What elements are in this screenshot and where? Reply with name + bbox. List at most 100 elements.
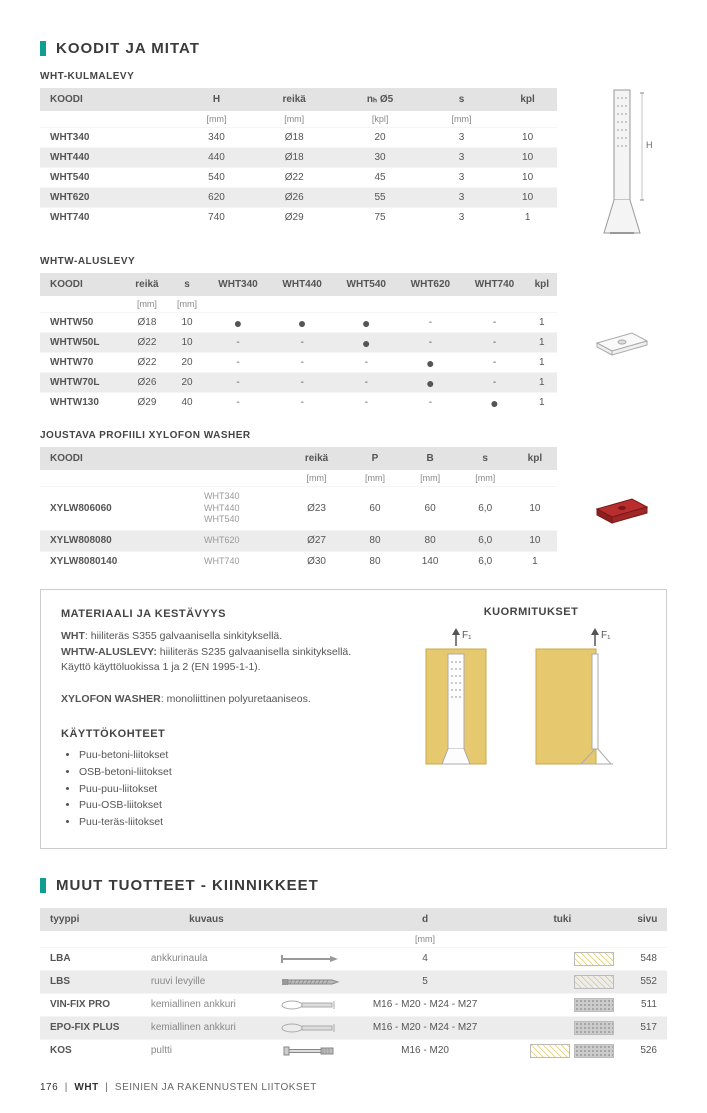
cell: 1: [527, 393, 557, 413]
cell: Ø26: [253, 188, 335, 208]
info-box: MATERIAALI JA KESTÄVYYS WHT: hiiliteräs …: [40, 589, 667, 849]
col-unit: [kpl]: [335, 111, 425, 128]
col-header: WHT440: [270, 273, 334, 296]
cell: WHT620: [200, 531, 286, 552]
cell: ●: [398, 373, 462, 393]
col-unit: [498, 111, 557, 128]
col-header: KOODI: [40, 88, 180, 111]
cell: 440: [180, 148, 253, 168]
col-header: reikä: [253, 88, 335, 111]
cell-code: LBS: [40, 970, 147, 993]
list-item: OSB-betoni-liitokset: [79, 765, 386, 781]
table-row: WHT540540Ø2245310: [40, 168, 557, 188]
col-unit: [mm]: [458, 470, 513, 487]
col-header: KOODI: [40, 447, 200, 470]
table-row: WHT440440Ø1830310: [40, 148, 557, 168]
cell-support: [497, 970, 628, 993]
cell: 3: [425, 168, 498, 188]
fastener-icon: [266, 947, 353, 970]
col-unit: [mm]: [180, 111, 253, 128]
cell: 10: [498, 128, 557, 148]
col-unit: [40, 470, 200, 487]
cell: 140: [403, 551, 458, 571]
cell: 75: [335, 208, 425, 228]
table-row: LBAankkurinaula4548: [40, 947, 667, 970]
cell: Ø27: [286, 531, 348, 552]
table-row: XYLW806060WHT340WHT440WHT540Ø2360606,010: [40, 487, 557, 531]
material-line4: XYLOFON WASHER: monoliittinen polyuretaa…: [61, 692, 386, 708]
cell: 45: [335, 168, 425, 188]
col-header: [266, 908, 353, 931]
cell-support: [497, 1016, 628, 1039]
cell-d: 4: [353, 947, 497, 970]
cell: 10: [498, 148, 557, 168]
col-unit: [mm]: [347, 470, 402, 487]
table-row: XYLW808080WHT620Ø2780806,010: [40, 531, 557, 552]
cell: 10: [168, 333, 206, 353]
bracket-h-label: H: [646, 140, 652, 150]
cell: 10: [498, 188, 557, 208]
col-unit: [200, 470, 286, 487]
cell: -: [206, 353, 270, 373]
page-number: 176: [40, 1082, 58, 1093]
col-unit: [mm]: [126, 296, 168, 313]
cell-d: M16 - M20: [353, 1039, 497, 1062]
cell-desc: kemiallinen ankkuri: [147, 993, 266, 1016]
col-unit: [270, 296, 334, 313]
cell: -: [270, 353, 334, 373]
table-row: VIN-FIX PROkemiallinen ankkuriM16 - M20 …: [40, 993, 667, 1016]
footer-code: WHT: [74, 1082, 98, 1093]
col-unit: [462, 296, 526, 313]
col-header: reikä: [126, 273, 168, 296]
cell: WHT440: [40, 148, 180, 168]
cell: ●: [334, 333, 398, 353]
table-row: WHTW130Ø2940----●1: [40, 393, 557, 413]
cell: WHTW70L: [40, 373, 126, 393]
table-whtw-aluslevy: KOODIreikäsWHT340WHT440WHT540WHT620WHT74…: [40, 273, 557, 412]
cell: 3: [425, 128, 498, 148]
cell: 540: [180, 168, 253, 188]
col-unit: [40, 296, 126, 313]
cell: ●: [462, 393, 526, 413]
cell: WHT620: [40, 188, 180, 208]
cell: WHT540: [40, 168, 180, 188]
cell: 20: [168, 353, 206, 373]
col-unit: [mm]: [253, 111, 335, 128]
svg-text:F₁: F₁: [601, 630, 611, 641]
col-header: WHT620: [398, 273, 462, 296]
cell: 6,0: [458, 531, 513, 552]
table-row: EPO-FIX PLUSkemiallinen ankkuriM16 - M20…: [40, 1016, 667, 1039]
section-title-muut: MUUT TUOTTEET - KIINNIKKEET: [40, 877, 667, 894]
cell-support: [497, 993, 628, 1016]
cell-desc: ankkurinaula: [147, 947, 266, 970]
table-row: XYLW8080140WHT740Ø30801406,01: [40, 551, 557, 571]
cell: 1: [498, 208, 557, 228]
cell: Ø29: [253, 208, 335, 228]
cell: Ø18: [253, 128, 335, 148]
col-unit: [628, 931, 667, 948]
col-header: kpl: [513, 447, 557, 470]
cell: 80: [347, 551, 402, 571]
col-header: KOODI: [40, 273, 126, 296]
cell-code: LBA: [40, 947, 147, 970]
cell: 1: [527, 313, 557, 333]
cell-desc: kemiallinen ankkuri: [147, 1016, 266, 1039]
table-row: WHTW50Ø1810●●●--1: [40, 313, 557, 333]
cell: 60: [347, 487, 402, 531]
col-header: s: [458, 447, 513, 470]
table-row: WHT620620Ø2655310: [40, 188, 557, 208]
col-unit: [mm]: [286, 470, 348, 487]
cell: WHT740: [200, 551, 286, 571]
col-header: kpl: [498, 88, 557, 111]
cell: 20: [335, 128, 425, 148]
table-row: LBSruuvi levyille5552: [40, 970, 667, 993]
cell: -: [462, 353, 526, 373]
info-h-loads: KUORMITUKSET: [416, 606, 646, 618]
cell: 10: [168, 313, 206, 333]
list-item: Puu-betoni-liitokset: [79, 748, 386, 764]
cell-page: 517: [628, 1016, 667, 1039]
table-row: WHTW70LØ2620---●-1: [40, 373, 557, 393]
uses-list: Puu-betoni-liitoksetOSB-betoni-liitokset…: [61, 748, 386, 831]
table-row: KOSpulttiM16 - M20526: [40, 1039, 667, 1062]
cell: 20: [168, 373, 206, 393]
